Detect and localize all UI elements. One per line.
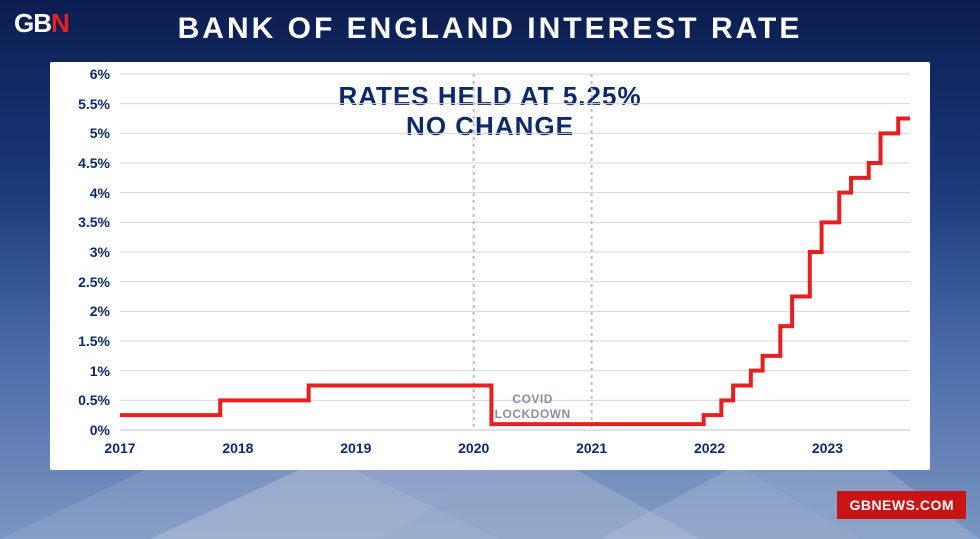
y-tick-label: 1.5% [50,333,110,349]
covid-line2: LOCKDOWN [488,407,578,421]
y-tick-label: 5.5% [50,96,110,112]
y-tick-label: 0.5% [50,392,110,408]
covid-line1: COVID [488,392,578,406]
y-tick-label: 3.5% [50,214,110,230]
y-tick-label: 2% [50,303,110,319]
x-tick-label: 2018 [222,440,253,456]
y-tick-label: 3% [50,244,110,260]
y-tick-label: 6% [50,66,110,82]
y-tick-label: 0% [50,422,110,438]
x-tick-label: 2023 [812,440,843,456]
covid-annotation: COVID LOCKDOWN [488,392,578,421]
y-tick-label: 4.5% [50,155,110,171]
x-tick-label: 2022 [694,440,725,456]
chart-title: BANK OF ENGLAND INTEREST RATE [0,12,980,46]
y-tick-label: 5% [50,125,110,141]
x-tick-label: 2021 [576,440,607,456]
x-tick-label: 2017 [104,440,135,456]
footer-badge: GBNEWS.COM [837,491,966,519]
y-tick-label: 4% [50,185,110,201]
y-tick-label: 1% [50,363,110,379]
y-tick-label: 2.5% [50,274,110,290]
x-tick-label: 2020 [458,440,489,456]
chart-container: RATES HELD AT 5.25% NO CHANGE 0%0.5%1%1.… [50,62,930,470]
x-tick-label: 2019 [340,440,371,456]
